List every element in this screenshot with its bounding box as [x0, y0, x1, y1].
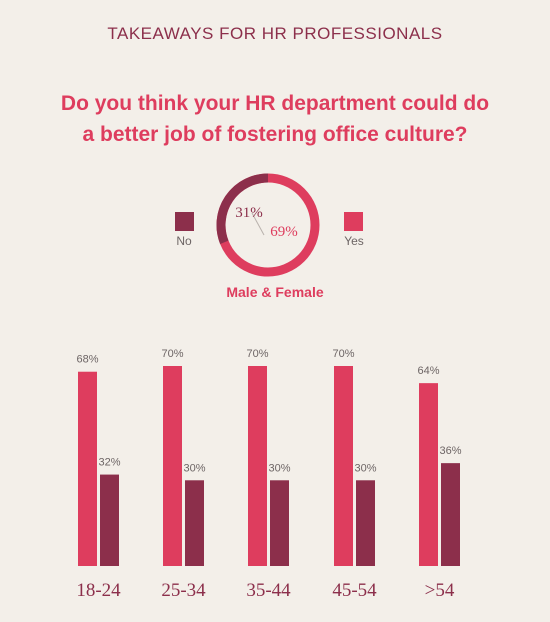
x-tick-label: 45-54 [332, 580, 377, 601]
question-title: Do you think your HR department could do… [0, 88, 550, 150]
bar-yes-3 [248, 366, 267, 566]
x-tick-label: 18-24 [76, 580, 121, 601]
donut-slice-no [216, 173, 269, 244]
donut-divider [251, 212, 265, 236]
donut-value-yes: 69% [270, 224, 298, 240]
bar-no-4 [356, 480, 375, 566]
legend-yes-label: Yes [344, 234, 364, 248]
bar-label-no-1: 32% [98, 457, 120, 469]
x-tick-label: >54 [424, 580, 455, 601]
donut-caption: Male & Female [226, 284, 324, 300]
legend-no-label: No [176, 234, 192, 248]
bar-yes-2 [163, 366, 182, 566]
bar-label-yes-1: 68% [76, 354, 98, 366]
bar-label-no-2: 30% [183, 462, 205, 474]
bar-yes-5 [419, 383, 438, 566]
legend-yes-swatch [344, 212, 363, 231]
x-tick-label: 35-44 [246, 580, 291, 601]
question-line-2: a better job of fostering office culture… [82, 123, 468, 146]
bar-no-3 [270, 480, 289, 566]
bar-label-no-5: 36% [439, 445, 461, 457]
bar-label-no-3: 30% [268, 462, 290, 474]
legend-no-swatch [175, 212, 194, 231]
bar-label-yes-3: 70% [246, 348, 268, 360]
bar-no-1 [100, 474, 119, 566]
question-line-1: Do you think your HR department could do [60, 92, 490, 115]
donut-value-no: 31% [235, 205, 263, 221]
bar-no-2 [185, 480, 204, 566]
bar-label-no-4: 30% [354, 462, 376, 474]
bar-yes-4 [334, 366, 353, 566]
page-header: TAKEAWAYS FOR HR PROFESSIONALS [107, 24, 443, 43]
bar-label-yes-5: 64% [417, 365, 439, 377]
bar-no-5 [441, 463, 460, 566]
x-tick-label: 25-34 [161, 580, 206, 601]
bar-label-yes-4: 70% [332, 348, 354, 360]
bar-yes-1 [78, 371, 97, 566]
bar-label-yes-2: 70% [161, 348, 183, 360]
